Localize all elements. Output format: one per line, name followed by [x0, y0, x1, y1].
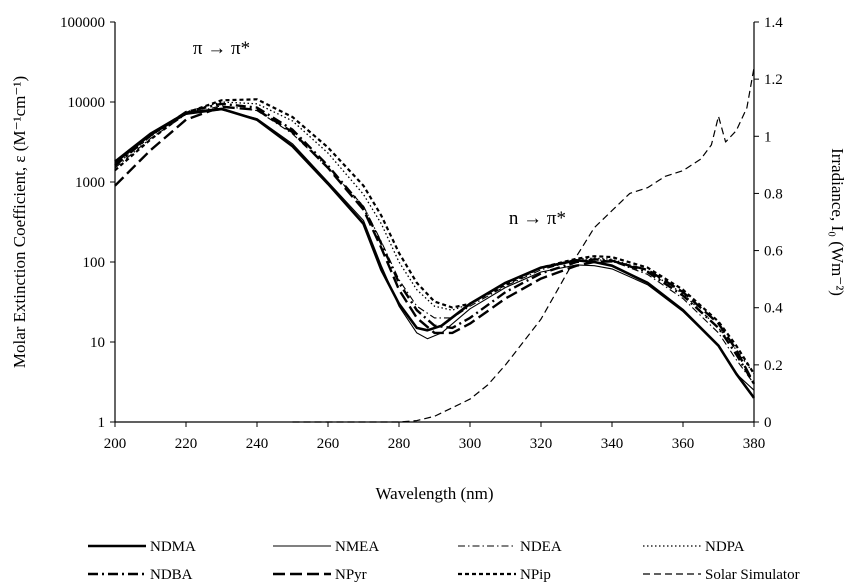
x-tick-label: 320: [530, 436, 553, 452]
legend-label: NPyr: [335, 567, 367, 583]
legend: NDMA NMEA NDEA NDPA NDBA NPyr NPip Solar Simula…: [88, 539, 800, 583]
y-right-tick-label: 0: [764, 415, 772, 431]
y-left-tick-label: 1000: [75, 175, 105, 191]
legend-label: NDEA: [520, 539, 562, 555]
x-tick-label: 200: [104, 436, 127, 452]
series-line-nmea: [114, 109, 755, 391]
x-tick-label: 240: [246, 436, 269, 452]
x-tick-label: 360: [672, 436, 695, 452]
annotation-label: π → π*: [193, 38, 250, 59]
series-layer: [114, 67, 756, 423]
x-tick-label: 220: [175, 436, 198, 452]
x-tick-label: 260: [317, 436, 340, 452]
legend-label: NMEA: [335, 539, 379, 555]
x-tick-label: 340: [601, 436, 624, 452]
x-tick-label: 280: [388, 436, 411, 452]
series-line-ndba: [114, 102, 756, 385]
legend-label: Solar Simulator: [705, 567, 800, 583]
x-tick-label: 380: [743, 436, 766, 452]
legend-label: NPip: [520, 567, 551, 583]
series-line-solar-simulator: [292, 67, 755, 423]
legend-label: NDPA: [705, 539, 745, 555]
legend-label: NDMA: [150, 539, 196, 555]
series-line-ndma: [114, 107, 756, 399]
y-right-tick-label: 1.2: [764, 72, 783, 88]
y-left-tick-label: 100000: [60, 15, 105, 31]
y-right-axis-title: Irradiance, I₀ (Wm⁻²): [828, 148, 847, 296]
plot-frame: [114, 22, 755, 423]
y-left-axis-title: Molar Extinction Coefficient, ε (M⁻¹cm⁻¹…: [10, 76, 29, 368]
y-right-tick-label: 1: [764, 129, 772, 145]
series-line-ndea: [114, 105, 755, 385]
y-right-tick-label: 0.8: [764, 186, 783, 202]
y-right-tick-label: 1.4: [764, 15, 783, 31]
series-line-npyr: [114, 105, 756, 385]
annotation-label: n → π*: [509, 208, 566, 229]
y-left-tick-label: 10000: [68, 95, 106, 111]
x-axis-title: Wavelength (nm): [375, 484, 493, 503]
series-line-npip: [114, 98, 755, 375]
y-right-tick-label: 0.4: [764, 301, 783, 317]
y-left-tick-label: 1: [98, 415, 106, 431]
legend-label: NDBA: [150, 567, 193, 583]
axis-ticks: 200 220 240 260 280 300 320 340 360 3801101001000…: [60, 15, 783, 452]
annotations: π → π* n → π*: [193, 38, 566, 229]
y-right-tick-label: 0.6: [764, 244, 783, 260]
y-left-tick-label: 100: [83, 255, 106, 271]
y-right-tick-label: 0.2: [764, 358, 783, 374]
y-left-tick-label: 10: [90, 335, 105, 351]
x-tick-label: 300: [459, 436, 482, 452]
